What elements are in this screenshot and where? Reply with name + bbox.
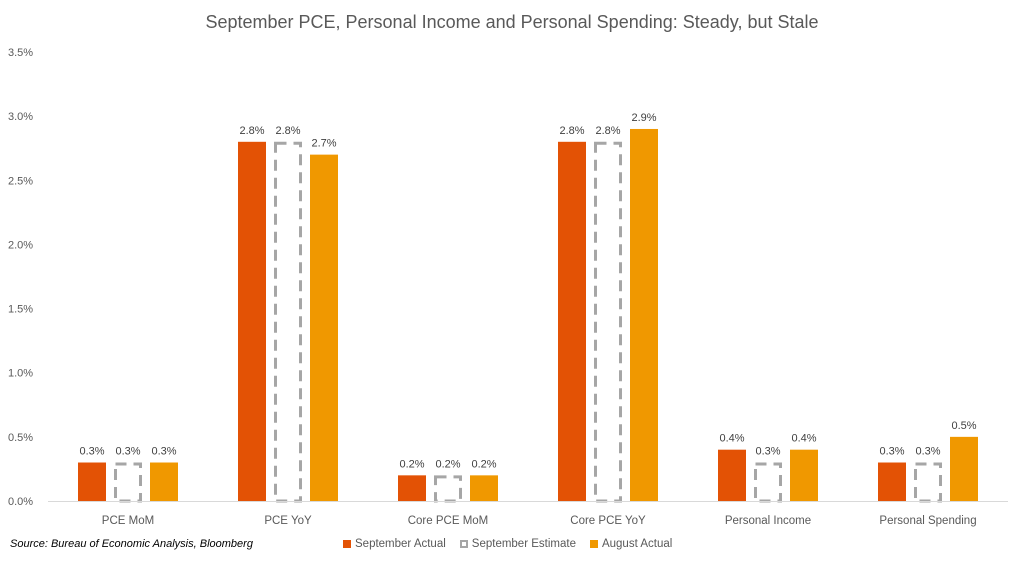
y-tick-label: 0.0% [8,496,33,508]
bar-september-estimate [114,462,142,503]
data-label: 0.3% [879,446,904,458]
legend-label: August Actual [601,538,673,550]
data-label: 2.8% [559,125,584,137]
data-label: 0.3% [755,446,780,458]
data-label: 0.3% [915,446,940,458]
data-label: 0.5% [951,420,976,432]
bar-august-actual [150,462,178,501]
bar-september-actual [718,449,746,501]
bar-august-actual [310,154,338,501]
legend-label: September Actual [355,538,446,550]
data-label: 0.4% [719,433,744,445]
data-label: 0.2% [435,458,460,470]
bar-august-actual [790,449,818,501]
bar-august-actual [950,436,978,501]
y-axis: 0.0% 0.5% 1.0% 1.5% 2.0% 2.5% 3.0% 3.5% [8,47,33,508]
bar-september-actual [398,475,426,501]
legend-item-september-estimate: September Estimate [459,538,576,550]
bar-september-estimate [594,141,622,503]
y-tick-label: 0.5% [8,432,33,444]
legend-item-september-actual: September Actual [343,538,446,550]
x-tick-label: Personal Income [725,515,811,527]
x-tick-label: Core PCE MoM [408,515,489,527]
bar-september-estimate [754,462,782,503]
bar-september-actual [558,141,586,502]
y-tick-label: 3.5% [8,47,33,59]
data-label: 2.8% [595,125,620,137]
data-label: 0.3% [79,446,104,458]
data-label: 0.3% [151,446,176,458]
data-label: 2.8% [275,125,300,137]
bar-august-actual [470,475,498,501]
legend: September Actual September Estimate Augu… [343,538,672,550]
x-tick-label: Personal Spending [879,515,976,527]
data-labels-group: 0.3% 0.3% 0.3% 2.8% 2.8% 2.7% 0.2% 0.2% 0.2% 2.8%… [79,112,976,470]
y-tick-label: 3.0% [8,111,33,123]
legend-swatch-september-actual [343,540,351,548]
source-note: Source: Bureau of Economic Analysis, Blo… [10,538,253,550]
data-label: 2.8% [239,125,264,137]
data-label: 2.9% [631,112,656,124]
y-tick-label: 2.5% [8,175,33,187]
y-tick-label: 2.0% [8,239,33,251]
bar-september-actual [238,141,266,502]
bar-september-actual [878,462,906,501]
x-tick-label: PCE MoM [102,515,154,527]
bar-august-actual [630,128,658,501]
y-tick-label: 1.0% [8,368,33,380]
legend-item-august-actual: August Actual [589,538,673,550]
bar-september-estimate [434,475,462,503]
legend-swatch-august-actual [589,540,598,548]
x-axis: PCE MoM PCE YoY Core PCE MoM Core PCE YoY Pe… [102,515,977,527]
bar-september-estimate [274,141,302,503]
chart-title: September PCE, Personal Income and Perso… [205,12,818,32]
data-label: 0.3% [115,446,140,458]
data-label: 0.4% [791,433,816,445]
legend-swatch-september-estimate [459,540,468,548]
data-label: 0.2% [399,458,424,470]
bar-september-actual [78,462,106,501]
bars-group [78,128,978,503]
y-tick-label: 1.5% [8,304,33,316]
data-label: 0.2% [471,458,496,470]
x-tick-label: PCE YoY [264,515,312,527]
data-label: 2.7% [311,138,336,150]
bar-september-estimate [914,462,942,503]
legend-label: September Estimate [471,538,576,550]
x-tick-label: Core PCE YoY [570,515,646,527]
